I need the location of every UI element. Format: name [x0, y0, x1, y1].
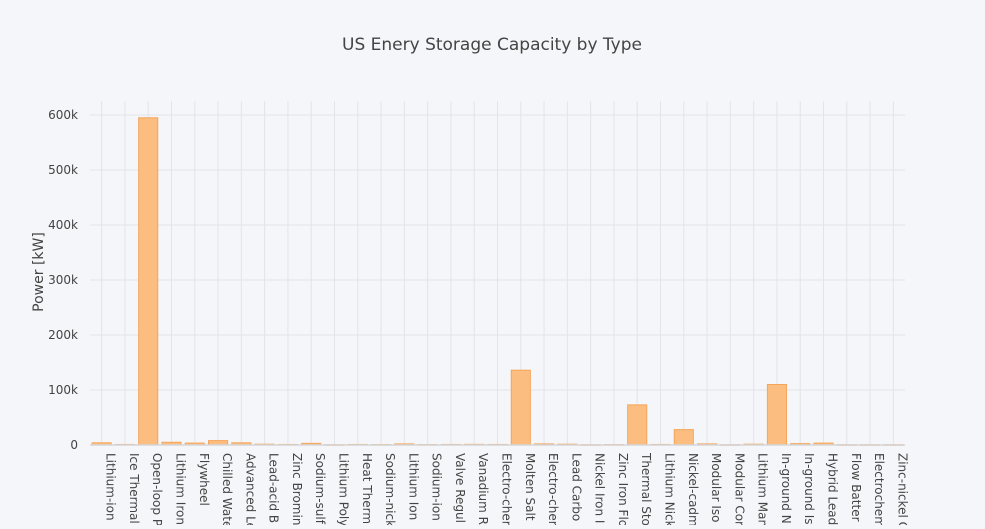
y-tick-labels: 0 100k 200k 300k 400k 500k 600k [48, 108, 78, 452]
x-tick-label: Open-loop P [150, 453, 164, 525]
x-tick-label: Sodium-sulf [313, 453, 327, 525]
y-tick-label: 400k [48, 218, 78, 232]
y-axis-label: Power [kW] [31, 232, 47, 312]
x-tick-label: Lithium-ion [104, 453, 118, 521]
x-tick-labels: Lithium-ion Ice Thermal Open-loop P Lithium… [104, 452, 910, 529]
x-tick-label: Flow Batter [849, 453, 863, 522]
x-tick-label: Zinc Bromin [290, 453, 304, 525]
x-tick-label: Electrochem [872, 453, 886, 525]
x-tick-label: Lead Carbo [569, 453, 583, 521]
bar[interactable] [510, 369, 531, 446]
x-tick-label: Valve Regul [453, 453, 467, 523]
x-tick-label: Lithium Ion [406, 453, 420, 520]
x-tick-label: Vanadium R [476, 453, 490, 525]
bar[interactable] [138, 117, 159, 446]
x-tick-label: Thermal Sto [639, 452, 653, 525]
x-tick-label: Modular Iso [709, 453, 723, 523]
x-tick-label: Electro-cher [546, 453, 560, 525]
x-tick-label: Nickel Iron I [593, 453, 607, 523]
chart-title: US Enery Storage Capacity by Type [342, 35, 642, 55]
x-tick-label: Zinc-nickel C [895, 453, 909, 525]
y-tick-label: 200k [48, 328, 78, 342]
x-tick-label: Sodium-ion [430, 453, 444, 521]
bar[interactable] [673, 429, 694, 446]
x-tick-label: Lithium Poly [337, 453, 351, 525]
x-tick-label: In-ground Is [802, 453, 816, 525]
y-tick-label: 600k [48, 108, 78, 122]
y-tick-label: 300k [48, 273, 78, 287]
x-tick-label: Zinc Iron Flo [616, 453, 630, 525]
x-tick-label: Sodium-nick [383, 453, 397, 525]
x-tick-label: Lithium Iron [174, 453, 188, 525]
x-tick-label: Electro-cher [500, 453, 514, 525]
x-tick-label: Modular Cor [732, 453, 746, 525]
y-tick-label: 0 [70, 438, 78, 452]
y-tick-label: 100k [48, 383, 78, 397]
x-tick-label: In-ground N [779, 453, 793, 524]
x-tick-label: Chilled Wate [220, 453, 234, 525]
x-tick-label: Lead-acid B [267, 453, 281, 523]
x-tick-label: Flywheel [197, 453, 211, 506]
bar[interactable] [627, 404, 648, 446]
x-tick-label: Advanced Le [243, 453, 257, 525]
y-tick-label: 500k [48, 163, 78, 177]
x-tick-label: Hybrid Lead [826, 453, 840, 525]
x-tick-label: Ice Thermal [127, 453, 141, 524]
x-tick-label: Lithium Man [756, 453, 770, 525]
bar[interactable] [766, 384, 787, 446]
x-tick-label: Nickel-cadm [686, 453, 700, 525]
x-tick-label: Lithium Nick [663, 453, 677, 525]
x-tick-label: Molten Salt [523, 453, 537, 521]
x-tick-label: Heat Therm [360, 453, 374, 524]
